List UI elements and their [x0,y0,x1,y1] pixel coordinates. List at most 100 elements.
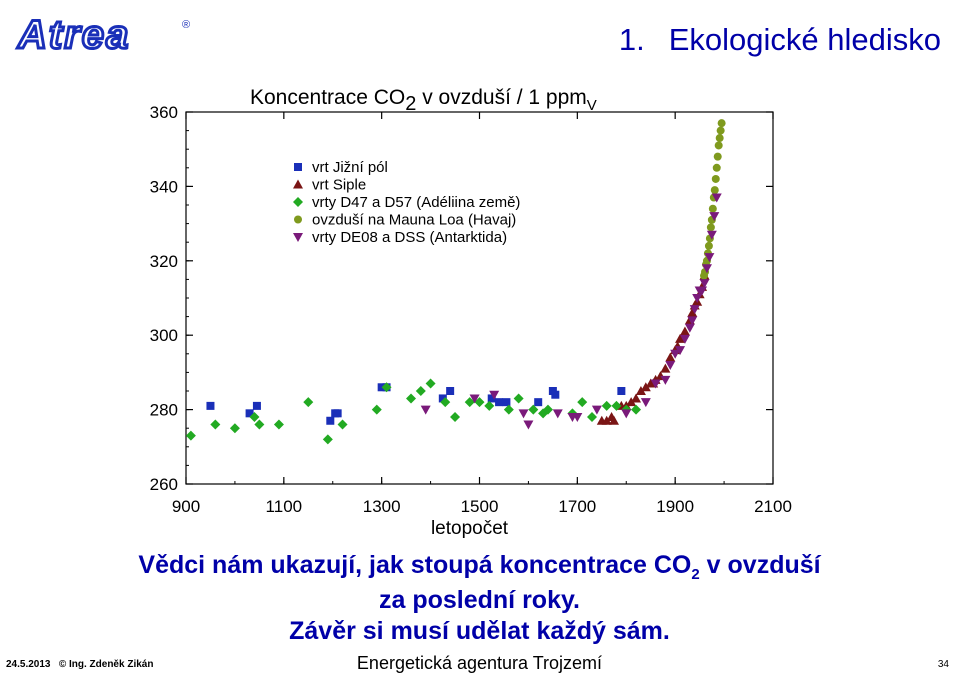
data-point-series-2 [440,397,451,408]
data-point-series-2 [587,412,598,423]
x-tick-label: 1300 [363,497,401,516]
data-point-series-2 [577,397,588,408]
data-point-series-2 [210,419,221,430]
legend-marker-4 [293,233,303,242]
data-point-series-0 [333,409,342,418]
chart-svg: Koncentrace CO2 v ovzduší / 1 ppmV 260 28… [120,72,842,540]
caption-line-1-end: v ovzduší [699,551,821,579]
caption-line-1: Vědci nám ukazují, jak stoupá koncentrac… [0,551,959,583]
caption-line-3: Závěr si musí udělat každý sám. [289,617,670,645]
data-point-series-4 [701,264,712,274]
data-point-series-1 [640,382,651,392]
data-point-series-0 [617,387,626,395]
footer-organization: Energetická agentura Trojzemí [356,653,603,673]
data-point-series-1 [679,326,690,336]
data-point-series-0 [487,394,496,403]
data-point-series-0 [551,390,560,399]
data-point-series-1 [675,333,686,343]
data-point-series-0 [326,416,335,425]
data-point-series-4 [670,349,681,359]
data-point-series-2 [503,404,514,415]
data-point-series-4 [621,409,632,419]
x-tick-label: 1100 [266,497,303,516]
data-point-series-4 [420,405,431,415]
data-point-series-3 [706,223,715,232]
logo-text: Atrea [17,13,130,56]
legend-marker-2 [293,197,303,207]
data-point-series-1 [601,415,612,425]
data-point-series-3 [708,204,717,213]
y-tick-label: 260 [150,475,178,494]
data-point-series-2 [513,393,524,404]
footer-date: 24.5.2013 [6,659,51,670]
registered-mark-icon: ® [182,19,190,31]
co2-chart: Koncentrace CO2 v ovzduší / 1 ppmV 260 28… [120,72,842,540]
page-title: 1. Ekologické hledisko [619,22,941,58]
data-point-series-0 [438,394,447,403]
data-point-series-0 [206,401,215,410]
legend-label-4: vrty DE08 a DSS (Antarktida) [312,229,507,246]
data-point-series-2 [303,397,314,408]
y-tick-label: 360 [150,103,178,122]
data-point-series-2 [249,412,260,423]
x-axis-label: letopočet [431,518,509,539]
data-point-series-4 [591,405,602,415]
caption-line-1-text: Vědci nám ukazují, jak stoupá koncentrac… [138,551,692,579]
data-point-series-2 [631,404,642,415]
y-tick-label: 320 [150,252,178,271]
data-point-series-2 [185,430,196,441]
data-point-series-2 [542,404,553,415]
data-point-series-4 [711,193,722,203]
data-point-series-4 [692,294,703,303]
data-point-series-4 [697,286,708,296]
data-point-series-4 [675,346,686,356]
data-point-series-4 [640,398,651,408]
chart-title: Koncentrace CO2 v ovzduší / 1 ppmV [250,86,597,115]
x-tick-label: 2100 [754,497,792,516]
data-point-series-1 [626,397,637,407]
legend-label-1: vrt Siple [312,177,366,194]
data-point-series-2 [229,423,240,434]
data-point-series-4 [709,212,720,222]
x-tick-label: 1900 [656,497,694,516]
data-point-series-4 [689,305,700,315]
data-point-series-2 [406,393,417,404]
title-text: Ekologické hledisko [668,22,941,57]
legend-marker-3 [294,215,302,224]
data-point-series-3 [715,134,724,143]
data-point-series-3 [704,241,713,250]
data-point-series-2 [450,412,461,423]
data-point-series-2 [415,386,426,396]
data-point-series-0 [495,398,504,407]
data-point-series-3 [713,152,722,161]
x-tick-label: 1700 [558,497,596,516]
data-point-series-2 [464,397,475,408]
data-point-series-2 [337,419,348,430]
legend-marker-0 [294,163,302,171]
data-point-series-4 [572,413,583,423]
data-point-series-0 [502,398,511,407]
data-point-series-2 [381,382,392,393]
data-point-series-3 [714,141,723,150]
caption-line-2: za poslední roky. [379,586,580,614]
data-point-series-2 [273,419,284,430]
data-point-series-0 [252,401,261,410]
data-point-series-4 [552,409,563,419]
x-tick-label: 1500 [461,497,499,516]
data-point-series-2 [425,378,436,389]
data-point-series-4 [518,409,529,419]
data-point-series-4 [489,390,500,400]
caption-co2-subscript: 2 [691,566,700,583]
data-point-series-2 [484,400,495,411]
title-number: 1. [618,22,645,57]
data-point-series-4 [660,375,671,385]
y-tick-label: 280 [150,401,178,420]
x-tick-label: 900 [172,497,200,516]
footer-date-author: 24.5.2013 © Ing. Zdeněk Zikán [6,659,153,670]
data-point-series-1 [660,363,671,373]
page-number: 34 [937,659,949,670]
y-tick-label: 300 [150,326,178,345]
data-point-series-4 [699,279,710,289]
data-point-series-1 [609,415,620,425]
data-point-series-0 [534,398,543,407]
